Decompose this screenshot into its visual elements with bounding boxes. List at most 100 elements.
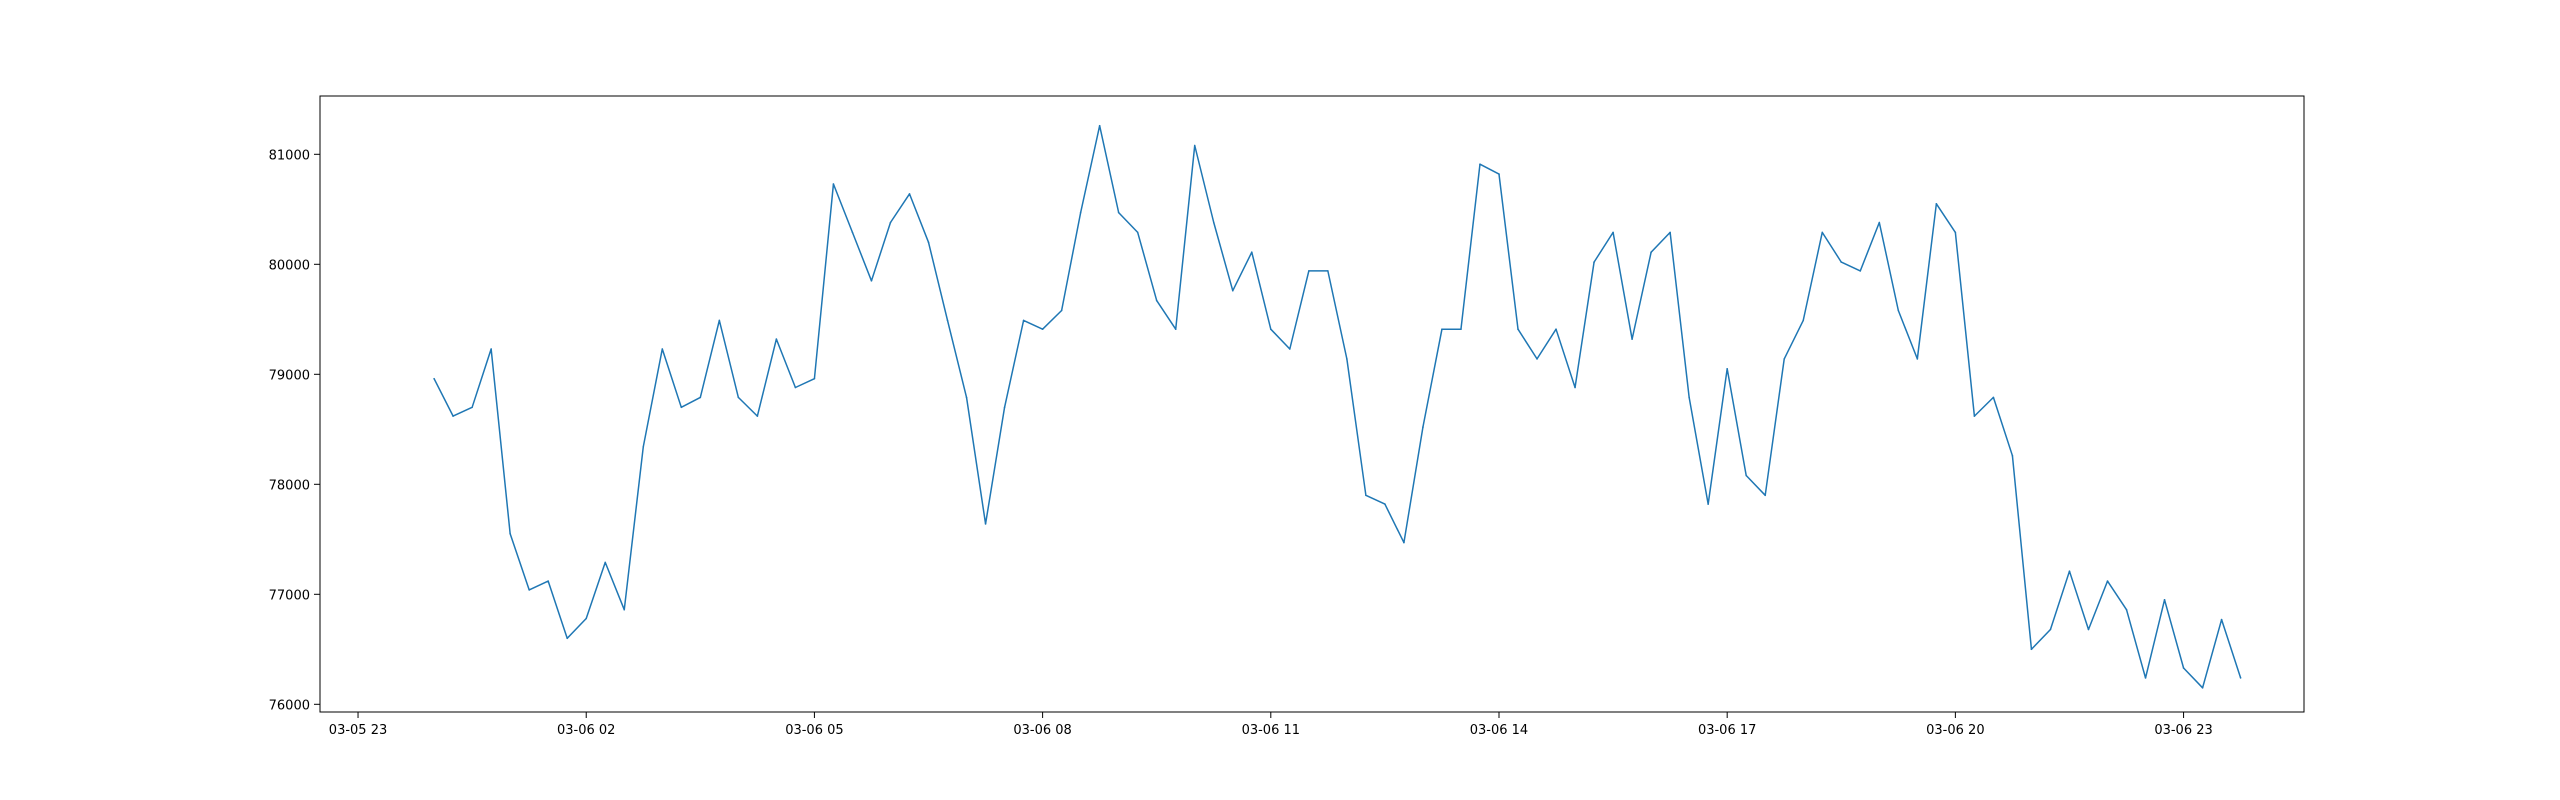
- data-point: [1098, 124, 1101, 127]
- axes-frame: [319, 95, 2305, 713]
- data-point: [1136, 231, 1139, 234]
- data-point: [813, 377, 816, 380]
- data-point: [1821, 231, 1824, 234]
- data-point: [509, 533, 511, 535]
- data-point: [1384, 503, 1386, 505]
- x-tick-label: 03-06 23: [2154, 723, 2212, 738]
- data-point: [1079, 211, 1082, 214]
- data-point: [1802, 319, 1805, 322]
- data-point: [1650, 251, 1652, 253]
- data-point: [1460, 328, 1462, 331]
- data-point: [490, 348, 492, 350]
- data-point: [433, 377, 435, 380]
- data-point: [927, 241, 930, 244]
- data-point: [2239, 677, 2242, 679]
- data-point: [2144, 677, 2147, 679]
- data-point: [1783, 358, 1786, 360]
- x-tick-label: 03-06 02: [557, 723, 615, 738]
- data-point: [1669, 231, 1671, 234]
- data-point: [2182, 667, 2185, 669]
- data-point: [756, 415, 759, 417]
- series-layer: [433, 124, 2242, 689]
- data-point: [718, 319, 721, 322]
- x-axis: 03-05 23 03-06 02 03-06 05 03-06 08 03-06 11…: [329, 712, 2213, 738]
- data-point: [1193, 144, 1196, 147]
- y-tick-label: 79000: [269, 368, 310, 383]
- data-point: [1897, 309, 1900, 312]
- data-point: [1041, 328, 1044, 331]
- data-point: [1212, 221, 1215, 224]
- data-point: [1441, 328, 1443, 331]
- y-tick-label: 81000: [269, 148, 310, 163]
- x-tick-label: 03-06 11: [1242, 723, 1300, 738]
- data-point: [1003, 406, 1006, 409]
- data-point: [775, 338, 778, 340]
- data-point: [2163, 599, 2166, 601]
- data-point: [2125, 608, 2128, 611]
- data-point: [1250, 251, 1253, 253]
- data-point: [585, 617, 588, 620]
- data-point: [1479, 163, 1481, 165]
- data-point: [1954, 231, 1957, 234]
- y-tick-label: 76000: [269, 698, 310, 713]
- x-tick-label: 03-06 05: [785, 723, 843, 738]
- data-point: [566, 637, 569, 640]
- data-point: [1365, 494, 1367, 497]
- data-point: [984, 523, 987, 525]
- data-point: [1517, 328, 1519, 331]
- data-point: [1726, 368, 1728, 370]
- data-point: [623, 608, 626, 611]
- data-point: [680, 406, 683, 409]
- y-tick-label: 80000: [269, 258, 310, 273]
- data-point: [889, 221, 892, 224]
- data-point: [1422, 426, 1424, 428]
- series-line: [433, 124, 2242, 689]
- data-point: [1555, 328, 1557, 331]
- data-point: [1574, 386, 1576, 389]
- data-point: [1878, 221, 1881, 224]
- data-point: [1346, 358, 1348, 360]
- data-point: [2011, 454, 2014, 457]
- data-point: [699, 396, 702, 399]
- data-point: [1308, 270, 1310, 272]
- data-point: [1593, 261, 1595, 263]
- data-point: [946, 319, 949, 322]
- data-point: [1289, 348, 1291, 350]
- x-tick-label: 03-06 08: [1013, 723, 1071, 738]
- data-point: [794, 386, 797, 389]
- data-point: [1916, 358, 1919, 360]
- x-tick-label: 03-05 23: [329, 723, 387, 738]
- y-tick-label: 78000: [269, 478, 310, 493]
- data-point: [547, 580, 549, 582]
- data-point: [2068, 570, 2071, 572]
- data-point: [1935, 203, 1938, 205]
- data-point: [965, 396, 968, 399]
- data-point: [2220, 618, 2223, 621]
- data-point: [604, 561, 607, 564]
- data-point: [908, 193, 911, 195]
- data-point: [1327, 270, 1329, 272]
- data-point: [1840, 261, 1843, 263]
- data-point: [1536, 358, 1538, 360]
- data-point: [1269, 328, 1272, 331]
- data-point: [851, 231, 854, 234]
- data-point: [661, 348, 664, 350]
- data-point: [1022, 319, 1025, 322]
- data-point: [1498, 173, 1500, 175]
- data-point: [2049, 628, 2052, 631]
- data-point: [1707, 503, 1709, 505]
- data-point: [2030, 648, 2033, 651]
- data-point: [1117, 211, 1120, 214]
- data-point: [1060, 309, 1063, 312]
- data-point: [1155, 299, 1158, 302]
- data-point: [832, 183, 835, 185]
- data-point: [737, 396, 740, 399]
- data-point: [1403, 541, 1405, 544]
- data-point: [471, 406, 473, 409]
- data-point: [1631, 338, 1633, 340]
- data-point: [1764, 494, 1767, 497]
- data-point: [1174, 328, 1177, 331]
- data-point: [1612, 231, 1614, 234]
- data-point: [528, 589, 530, 591]
